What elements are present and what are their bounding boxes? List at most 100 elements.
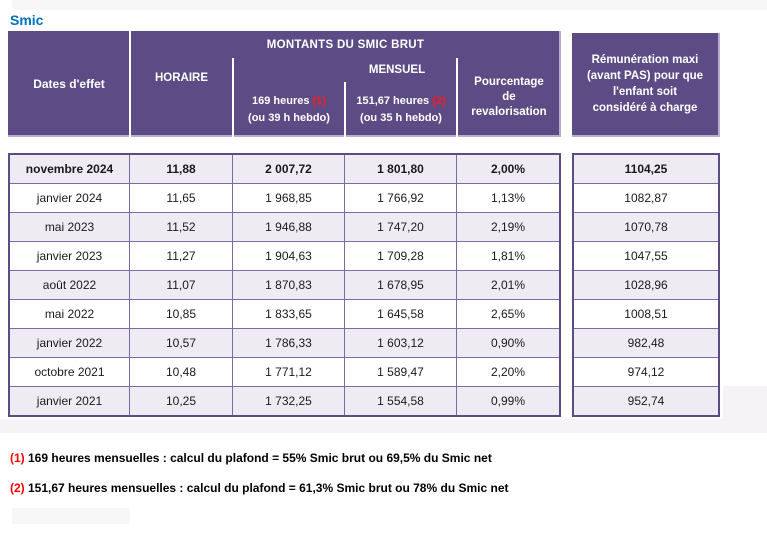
table-cell-date: janvier 2023 <box>10 242 130 270</box>
table-cell-m169: 1 968,85 <box>233 184 345 212</box>
table-cell-m151: 1 678,95 <box>345 271 457 299</box>
header-151-line2: (ou 35 h hebdo) <box>360 111 442 124</box>
header-montants-smic-brut: MONTANTS DU SMIC BRUT <box>266 38 425 51</box>
table-row: 982,48 <box>574 329 718 358</box>
table-cell-pct: 2,20% <box>490 365 526 379</box>
table-cell-date: août 2022 <box>10 271 130 299</box>
header-169-line2: (ou 39 h hebdo) <box>248 111 330 124</box>
table-row: 1082,87 <box>574 184 718 213</box>
table-cell-pct: 1,13% <box>490 191 526 205</box>
table-cell-pct: 2,65% <box>490 307 526 321</box>
bottom-left-strip <box>12 508 130 524</box>
table-cell-remu: 1047,55 <box>624 249 668 263</box>
top-strip <box>12 0 767 10</box>
table-row: 1047,55 <box>574 242 718 271</box>
header-169-line1: 169 heures (1) <box>252 94 326 107</box>
table-row: 1008,51 <box>574 300 718 329</box>
table-cell-pct: 0,90% <box>490 336 526 350</box>
main-table-header: Dates d'effet MONTANTS DU SMIC BRUT HORA… <box>8 31 561 137</box>
table-row: août 2022 11,07 1 870,83 1 678,95 2,01% <box>10 271 559 300</box>
table-cell-m169: 1 946,88 <box>233 213 345 241</box>
table-cell-horaire: 10,25 <box>130 387 233 415</box>
header-169-heures: 169 heures (1) (ou 39 h hebdo) <box>233 82 345 137</box>
table-cell-m151: 1 554,58 <box>345 387 457 415</box>
header-pourcentage-revalorisation: Pourcentage de revalorisation <box>471 76 547 118</box>
table-cell-m169: 1 904,63 <box>233 242 345 270</box>
header-horaire: HORAIRE <box>154 72 209 84</box>
table-row: 1070,78 <box>574 213 718 242</box>
below-table-band <box>0 419 767 433</box>
table-cell-m169: 1 870,83 <box>233 271 345 299</box>
page-title: Smic <box>10 12 44 28</box>
header-divider <box>129 31 131 137</box>
table-cell-date: janvier 2021 <box>10 387 130 415</box>
table-cell-m151: 1 766,92 <box>345 184 457 212</box>
table-cell-remu: 1028,96 <box>624 278 668 292</box>
table-cell-remu: 982,48 <box>627 336 665 350</box>
table-cell-m151: 1 709,28 <box>345 242 457 270</box>
table-cell-m151: 1 801,80 <box>345 155 457 183</box>
remuneration-table: 1104,25 1082,87 1070,78 1047,55 1028,96 1008,… <box>572 153 720 417</box>
footnote-1-text: 169 heures mensuelles : calcul du plafon… <box>24 451 492 465</box>
table-cell-remu: 952,74 <box>627 394 665 408</box>
footnote-2-text: 151,67 heures mensuelles : calcul du pla… <box>24 481 509 495</box>
table-cell-date: novembre 2024 <box>10 155 130 183</box>
table-cell-horaire: 11,65 <box>130 184 233 212</box>
table-cell-horaire: 10,48 <box>130 358 233 386</box>
table-cell-remu: 1082,87 <box>624 191 668 205</box>
header-151-heures: 151,67 heures (2) (ou 35 h hebdo) <box>345 82 457 137</box>
table-row: 1028,96 <box>574 271 718 300</box>
table-cell-date: janvier 2022 <box>10 329 130 357</box>
table-cell-pct: 2,19% <box>490 220 526 234</box>
right-edge-band <box>723 386 767 419</box>
table-cell-date: mai 2022 <box>10 300 130 328</box>
header-divider <box>456 58 458 137</box>
footnote-ref-1: (1) <box>312 94 326 107</box>
table-row: octobre 2021 10,48 1 771,12 1 589,47 2,20% <box>10 358 559 387</box>
table-cell-m169: 1 732,25 <box>233 387 345 415</box>
table-row: 1104,25 <box>574 155 718 184</box>
table-cell-m169: 1 833,65 <box>233 300 345 328</box>
header-151-line1: 151,67 heures (2) <box>356 94 446 107</box>
table-cell-m151: 1 589,47 <box>345 358 457 386</box>
table-cell-remu: 974,12 <box>627 365 665 379</box>
table-cell-horaire: 10,85 <box>130 300 233 328</box>
table-row: janvier 2021 10,25 1 732,25 1 554,58 0,99% <box>10 387 559 415</box>
footnote-ref-2: (2) <box>432 94 446 107</box>
table-cell-horaire: 11,52 <box>130 213 233 241</box>
smic-table: novembre 2024 11,88 2 007,72 1 801,80 2,00% j… <box>8 153 561 417</box>
table-cell-remu: 1070,78 <box>624 220 668 234</box>
table-cell-remu: 1008,51 <box>624 307 668 321</box>
table-cell-date: janvier 2024 <box>10 184 130 212</box>
header-divider <box>344 82 346 137</box>
table-row: 952,74 <box>574 387 718 415</box>
header-remuneration-maxi: Rémunération maxi (avant PAS) pour que l… <box>572 33 720 137</box>
table-row: janvier 2024 11,65 1 968,85 1 766,92 1,13% <box>10 184 559 213</box>
footnote-2: (2) 151,67 heures mensuelles : calcul du… <box>10 481 509 495</box>
table-row: janvier 2023 11,27 1 904,63 1 709,28 1,81% <box>10 242 559 271</box>
footnote-2-marker: (2) <box>10 481 25 495</box>
header-dates-effet: Dates d'effet <box>33 77 105 91</box>
table-cell-horaire: 11,88 <box>130 155 233 183</box>
table-cell-date: mai 2023 <box>10 213 130 241</box>
table-row: mai 2023 11,52 1 946,88 1 747,20 2,19% <box>10 213 559 242</box>
table-cell-horaire: 11,27 <box>130 242 233 270</box>
table-cell-pct: 2,00% <box>490 162 526 176</box>
header-divider <box>232 58 234 137</box>
table-cell-m169: 1 771,12 <box>233 358 345 386</box>
table-cell-horaire: 11,07 <box>130 271 233 299</box>
table-row: janvier 2022 10,57 1 786,33 1 603,12 0,90% <box>10 329 559 358</box>
table-cell-m169: 2 007,72 <box>233 155 345 183</box>
table-row: novembre 2024 11,88 2 007,72 1 801,80 2,00% <box>10 155 559 184</box>
table-cell-m151: 1 603,12 <box>345 329 457 357</box>
table-cell-pct: 1,81% <box>490 249 526 263</box>
table-cell-pct: 0,99% <box>490 394 526 408</box>
table-cell-pct: 2,01% <box>490 278 526 292</box>
table-cell-m169: 1 786,33 <box>233 329 345 357</box>
table-cell-horaire: 10,57 <box>130 329 233 357</box>
table-row: 974,12 <box>574 358 718 387</box>
table-cell-date: octobre 2021 <box>10 358 130 386</box>
table-cell-m151: 1 747,20 <box>345 213 457 241</box>
table-cell-m151: 1 645,58 <box>345 300 457 328</box>
